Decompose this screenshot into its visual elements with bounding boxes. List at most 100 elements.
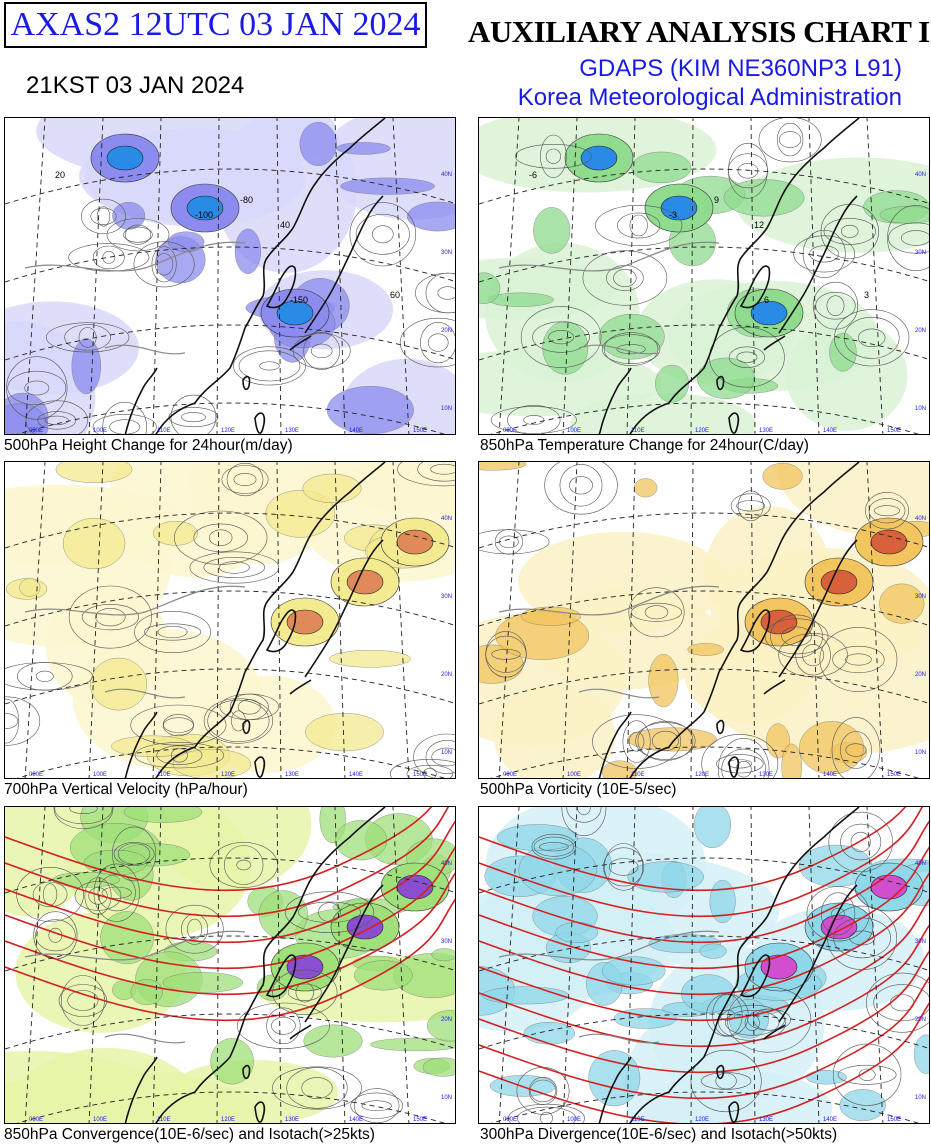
contour <box>67 990 99 1011</box>
shaded-region <box>627 727 717 752</box>
shaded-core-center <box>870 529 908 555</box>
contour <box>616 344 646 355</box>
meridian <box>152 807 162 1123</box>
field-shading <box>5 462 455 778</box>
contour <box>737 490 764 522</box>
contour <box>845 743 867 757</box>
contour-value: -6 <box>529 170 537 180</box>
lon-label: 100E <box>567 1117 581 1123</box>
isotach <box>5 872 455 996</box>
meridian <box>690 118 694 434</box>
country-borders <box>498 930 720 1044</box>
contour <box>874 505 900 517</box>
grid-labels: 090E 100E 110E 120E 130E 140E 150E 10N 20N 30N 40N <box>29 172 452 434</box>
contour <box>219 693 280 721</box>
contour <box>5 713 19 729</box>
lon-label: 110E <box>631 428 645 434</box>
shaded-region <box>370 1037 455 1052</box>
contour <box>181 913 209 945</box>
lon-label: 110E <box>631 772 645 778</box>
lat-label: 10N <box>915 750 926 756</box>
chart-title: AUXILIARY ANALYSIS CHART II <box>468 14 931 49</box>
lat-label: 10N <box>441 406 452 412</box>
contour <box>203 698 273 744</box>
lon-label: 120E <box>695 428 709 434</box>
contour <box>236 1002 330 1049</box>
grid-labels: 090E 100E 110E 120E 130E 140E 150E 10N 20N 30N 40N <box>29 861 452 1123</box>
lat-label: 40N <box>915 172 926 178</box>
panel-500hpa-vorticity: 090E 100E 110E 120E 130E 140E 150E 10N 20N 30N 40N <box>478 461 930 779</box>
meridian <box>216 807 220 1123</box>
coastlines <box>124 118 386 434</box>
meridian <box>562 118 578 434</box>
lon-label: 100E <box>93 1117 107 1123</box>
isotach <box>479 950 929 1074</box>
lon-label: 090E <box>29 428 43 434</box>
contour <box>310 343 333 358</box>
coastline <box>155 462 386 778</box>
shaded-region <box>785 319 908 431</box>
contour <box>92 414 157 434</box>
lon-label: 140E <box>823 428 837 434</box>
contour <box>81 604 139 631</box>
map-500hpa-height-change: 090E 100E 110E 120E 130E 140E 150E 10N 20N 30N 40N… <box>5 118 455 434</box>
coastline <box>289 335 312 351</box>
coastline <box>242 375 251 391</box>
country-borders <box>24 241 246 355</box>
isotach <box>479 807 924 918</box>
contour <box>112 826 157 882</box>
meridian <box>152 118 162 434</box>
contour <box>437 286 455 300</box>
contour <box>736 351 758 363</box>
meridian <box>334 462 346 778</box>
lon-label: 100E <box>567 428 581 434</box>
contour <box>577 807 591 816</box>
shaded-region <box>152 521 198 546</box>
contour <box>494 529 523 555</box>
product-id: AXAS2 12UTC 03 JAN 2024 <box>10 6 421 43</box>
contour <box>795 634 831 676</box>
lon-label: 100E <box>93 772 107 778</box>
meridian <box>562 807 578 1123</box>
meridian <box>626 118 636 434</box>
coastline <box>728 412 740 434</box>
shaded-region <box>633 478 658 498</box>
meridian <box>808 462 820 778</box>
meridian <box>626 462 636 778</box>
contour <box>233 346 306 386</box>
lon-label: 100E <box>93 428 107 434</box>
contour <box>831 907 846 920</box>
meridian <box>24 462 46 778</box>
panel-500hpa-height-change: 090E 100E 110E 120E 130E 140E 150E 10N 20N 30N 40N… <box>4 117 456 435</box>
shaded-region <box>762 462 803 490</box>
coastline <box>304 884 384 1023</box>
shaded-region <box>19 578 41 597</box>
contour <box>168 407 219 428</box>
parallel <box>479 168 929 205</box>
border <box>24 585 246 616</box>
contour <box>151 246 177 283</box>
contour <box>193 523 248 552</box>
coastline <box>155 118 386 434</box>
contour <box>180 412 206 423</box>
contour <box>736 500 766 512</box>
contour <box>5 698 20 744</box>
lat-label: 40N <box>915 516 926 522</box>
contour <box>595 205 683 247</box>
contour <box>718 738 770 778</box>
shaded-region <box>699 943 727 959</box>
shaded-region <box>481 986 570 1005</box>
contour-value-labels: -100 -150 -80 40 20 60 <box>55 170 400 305</box>
isotach <box>5 807 450 918</box>
meridian <box>88 462 104 778</box>
lon-label: 150E <box>413 772 427 778</box>
parallel <box>479 668 929 705</box>
contour <box>690 1049 762 1113</box>
parallel <box>5 246 455 283</box>
coastline <box>254 412 266 434</box>
contour <box>7 370 67 406</box>
contour <box>218 561 250 574</box>
contour <box>887 205 929 271</box>
contour <box>58 984 108 1017</box>
parallel <box>5 668 455 705</box>
